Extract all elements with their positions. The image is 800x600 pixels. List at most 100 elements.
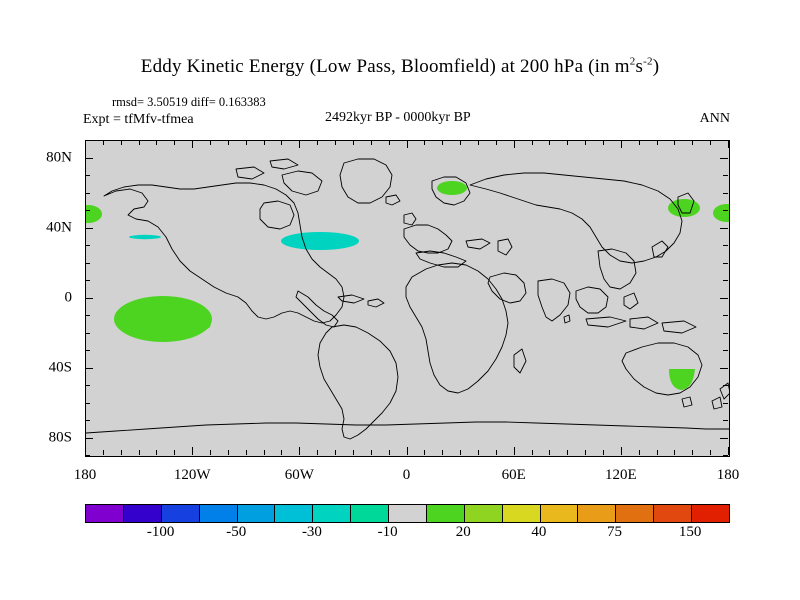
y-tick	[723, 315, 728, 316]
y-tick	[723, 262, 728, 264]
region-southeast-australia-positive	[669, 369, 695, 390]
x-tick	[728, 140, 729, 148]
x-tick	[317, 450, 319, 455]
colorbar-segment	[237, 505, 276, 522]
colorbar-segment	[578, 505, 617, 522]
rmsd-statistics: rmsd= 3.50519 diff= 0.163383	[112, 95, 266, 109]
colorbar	[85, 504, 730, 523]
coast-arabia	[487, 272, 527, 304]
x-tick	[728, 447, 729, 455]
coast-kamchatka	[677, 192, 695, 214]
period-label: 2492kyr BP - 0000kyr BP	[325, 110, 471, 125]
x-tick	[477, 140, 479, 145]
x-tick	[174, 140, 176, 145]
region-subtropical-atlantic-negative	[281, 232, 359, 250]
x-axis-label: 180	[716, 467, 740, 483]
x-tick	[620, 447, 622, 455]
coast-india	[537, 278, 571, 322]
colorbar-tick-label: 20	[455, 524, 471, 540]
coast-arctic-island-2	[269, 158, 299, 170]
colorbar-tick-label: 40	[531, 524, 547, 540]
x-tick	[335, 140, 337, 145]
x-tick	[692, 450, 694, 455]
y-axis-label: 80N	[46, 149, 72, 165]
colorbar-segment	[502, 505, 541, 522]
colorbar-segment	[464, 505, 503, 522]
y-tick	[85, 280, 90, 281]
x-tick	[602, 140, 604, 145]
y-tick	[723, 420, 728, 421]
x-tick	[692, 140, 694, 145]
y-axis-label: 0	[64, 289, 73, 305]
x-tick	[370, 450, 372, 455]
y-tick	[723, 245, 728, 246]
y-tick	[720, 367, 728, 369]
x-tick	[388, 450, 390, 455]
region-kamchatka-positive	[668, 199, 700, 217]
y-tick	[723, 192, 728, 194]
coast-canadian-arctic	[281, 170, 323, 196]
x-tick	[549, 450, 551, 455]
y-tick	[720, 227, 728, 229]
coastline-paths	[86, 158, 729, 440]
coast-indonesia-1	[585, 316, 627, 328]
x-tick	[531, 140, 533, 145]
y-tick	[720, 437, 728, 439]
x-tick	[192, 447, 194, 455]
coast-madagascar	[513, 348, 527, 374]
experiment-label: Expt = tfMfv-tfmea	[83, 112, 194, 127]
colorbar-segment	[389, 505, 427, 522]
x-tick	[281, 450, 283, 455]
y-tick	[723, 350, 728, 351]
y-tick	[723, 332, 728, 334]
coast-africa	[405, 262, 509, 394]
y-tick	[85, 245, 90, 246]
x-tick	[335, 450, 337, 455]
title-main: Eddy Kinetic Energy (Low Pass, Bloomfiel…	[140, 56, 630, 77]
x-tick	[227, 140, 229, 145]
x-tick	[585, 140, 587, 145]
x-tick	[102, 140, 104, 145]
coast-iceland	[385, 194, 401, 206]
y-tick	[85, 385, 90, 386]
coast-antarctica	[86, 421, 729, 434]
x-tick	[227, 450, 229, 455]
x-tick	[138, 450, 140, 455]
title-exponent-1: 2	[629, 55, 636, 68]
shaded-anomaly-regions	[86, 181, 729, 390]
colorbar-segment	[123, 505, 162, 522]
coast-philippines	[623, 292, 639, 310]
region-north-pacific-weak-negative	[129, 234, 161, 240]
coast-north-america	[103, 182, 345, 324]
x-tick	[531, 450, 533, 455]
world-map-svg	[86, 158, 729, 440]
x-tick	[245, 450, 247, 455]
colorbar-segment	[654, 505, 692, 522]
x-tick	[424, 140, 426, 145]
x-tick	[317, 140, 319, 145]
x-tick	[388, 140, 390, 145]
x-tick	[192, 140, 194, 148]
x-tick	[585, 450, 587, 455]
y-tick	[723, 175, 728, 176]
coast-britain	[403, 212, 417, 226]
colorbar-tick-label: -100	[146, 524, 175, 540]
x-tick	[245, 140, 247, 145]
y-tick	[85, 350, 90, 351]
y-axis-label: 40S	[48, 359, 72, 375]
colorbar-tick-label: 150	[678, 524, 702, 540]
y-tick	[723, 385, 728, 386]
coast-greenland	[339, 158, 393, 204]
y-tick	[723, 455, 728, 456]
colorbar-segment	[275, 505, 314, 522]
colorbar-segment	[692, 505, 729, 522]
coast-indonesia-2	[629, 316, 659, 330]
x-tick	[352, 450, 354, 455]
y-tick	[85, 315, 90, 316]
coast-southeast-asia	[575, 286, 609, 314]
x-tick	[85, 447, 86, 455]
y-tick	[723, 402, 728, 404]
coast-sri-lanka	[563, 314, 571, 324]
x-tick	[549, 140, 551, 145]
